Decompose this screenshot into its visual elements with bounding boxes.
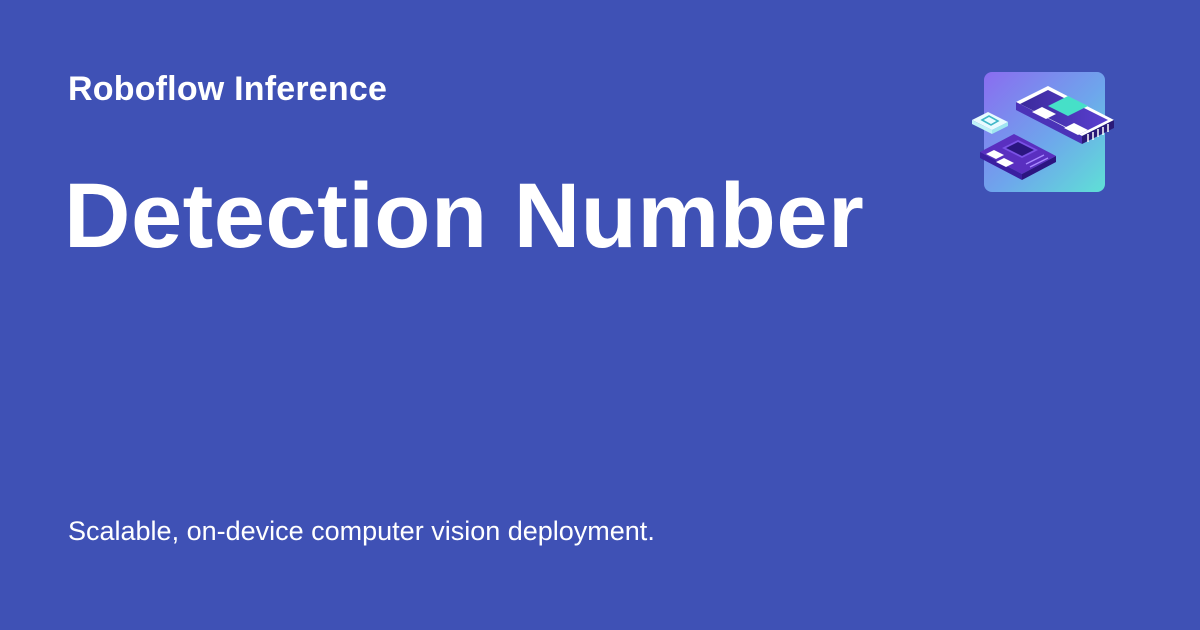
- page-title: Detection Number: [64, 165, 865, 267]
- tagline: Scalable, on-device computer vision depl…: [68, 516, 655, 546]
- hardware-device-icon: [972, 72, 1118, 194]
- brand-label: Roboflow Inference: [68, 70, 388, 108]
